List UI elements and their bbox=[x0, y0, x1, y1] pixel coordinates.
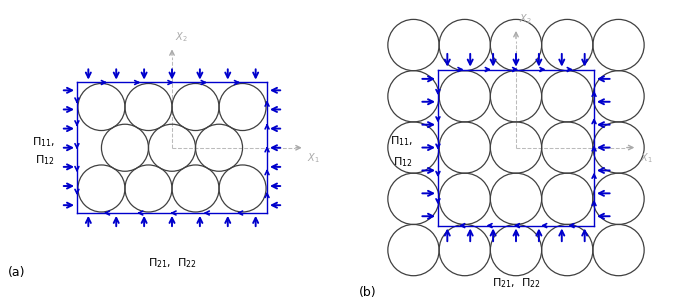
Text: $X_1$: $X_1$ bbox=[640, 151, 652, 165]
Text: (a): (a) bbox=[8, 265, 25, 278]
Text: $\Pi_{11}$,: $\Pi_{11}$, bbox=[389, 134, 413, 147]
Text: $X_1$: $X_1$ bbox=[307, 151, 319, 165]
Text: $\Pi_{21}$,  $\Pi_{22}$: $\Pi_{21}$, $\Pi_{22}$ bbox=[491, 276, 541, 290]
Text: $\Pi_{11}$,: $\Pi_{11}$, bbox=[32, 135, 55, 149]
Text: $\Pi_{12}$: $\Pi_{12}$ bbox=[35, 153, 55, 167]
Text: $\Pi_{12}$: $\Pi_{12}$ bbox=[393, 155, 413, 169]
Text: $X_2$: $X_2$ bbox=[175, 31, 187, 45]
Text: $\Pi_{21}$,  $\Pi_{22}$: $\Pi_{21}$, $\Pi_{22}$ bbox=[147, 256, 197, 270]
Text: (b): (b) bbox=[358, 286, 376, 299]
Text: $X_2$: $X_2$ bbox=[519, 12, 532, 26]
